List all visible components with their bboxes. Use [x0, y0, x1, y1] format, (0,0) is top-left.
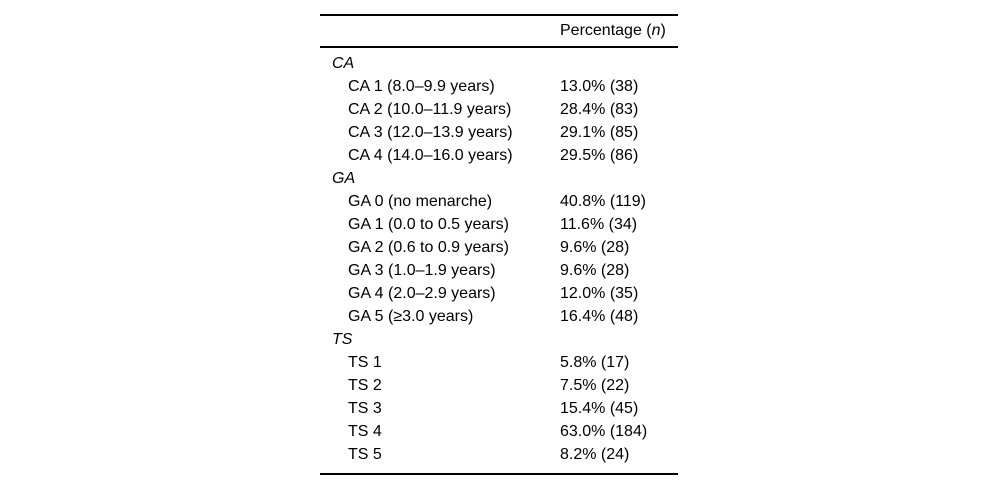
row-value: 29.1% (85): [560, 124, 639, 141]
table-row: TS 1 5.8% (17): [320, 351, 678, 374]
table-row: GA 4 (2.0–2.9 years) 12.0% (35): [320, 282, 678, 305]
table-row: TS 4 63.0% (184): [320, 420, 678, 443]
row-value: 11.6% (34): [560, 216, 638, 233]
row-label: GA 0 (no menarche): [348, 193, 493, 210]
table-row: GA 5 (≥3.0 years) 16.4% (48): [320, 305, 678, 328]
table-row: GA 3 (1.0–1.9 years) 9.6% (28): [320, 259, 678, 282]
table-row: CA 1 (8.0–9.9 years) 13.0% (38): [320, 75, 678, 98]
table-row: GA 0 (no menarche) 40.8% (119): [320, 190, 678, 213]
row-value: 5.8% (17): [560, 354, 630, 371]
section-row-ca: CA: [320, 52, 678, 75]
header-italic-n: n: [651, 21, 661, 39]
table-row: TS 5 8.2% (24): [320, 443, 678, 466]
section-label: GA: [332, 170, 356, 187]
table-bottom-rule: [320, 473, 678, 475]
table-body: CA CA 1 (8.0–9.9 years) 13.0% (38) CA 2 …: [320, 48, 678, 473]
section-row-ga: GA: [320, 167, 678, 190]
row-value: 29.5% (86): [560, 147, 639, 164]
table-row: CA 2 (10.0–11.9 years) 28.4% (83): [320, 98, 678, 121]
row-label: GA 5 (≥3.0 years): [348, 308, 474, 325]
row-label: CA 1 (8.0–9.9 years): [348, 78, 495, 95]
row-value: 9.6% (28): [560, 239, 630, 256]
row-label: CA 2 (10.0–11.9 years): [348, 101, 512, 118]
table-row: CA 3 (12.0–13.9 years) 29.1% (85): [320, 121, 678, 144]
row-label: CA 3 (12.0–13.9 years): [348, 124, 513, 141]
row-value: 40.8% (119): [560, 193, 646, 210]
row-label: GA 1 (0.0 to 0.5 years): [348, 216, 509, 233]
header-text: Percentage (: [560, 21, 652, 39]
section-label: TS: [332, 331, 353, 348]
row-label: GA 3 (1.0–1.9 years): [348, 262, 496, 279]
table-row: CA 4 (14.0–16.0 years) 29.5% (86): [320, 144, 678, 167]
section-row-ts: TS: [320, 328, 678, 351]
row-label: TS 3: [348, 400, 382, 417]
header-close-paren: ): [660, 21, 666, 39]
statistics-table: Percentage (n) CA CA 1 (8.0–9.9 years) 1…: [320, 14, 678, 475]
row-label: TS 1: [348, 354, 382, 371]
table-row: GA 2 (0.6 to 0.9 years) 9.6% (28): [320, 236, 678, 259]
section-label: CA: [332, 55, 355, 72]
table-header-row: Percentage (n): [320, 16, 678, 46]
row-value: 12.0% (35): [560, 285, 639, 302]
row-value: 15.4% (45): [560, 400, 639, 417]
row-value: 8.2% (24): [560, 446, 630, 463]
table-row: GA 1 (0.0 to 0.5 years) 11.6% (34): [320, 213, 678, 236]
table-top-rule: [320, 14, 678, 16]
row-label: TS 2: [348, 377, 382, 394]
table-header-rule: [320, 45, 678, 48]
table-row: TS 2 7.5% (22): [320, 374, 678, 397]
row-label: TS 4: [348, 423, 382, 440]
row-label: CA 4 (14.0–16.0 years): [348, 147, 513, 164]
row-value: 9.6% (28): [560, 262, 630, 279]
table-row: TS 3 15.4% (45): [320, 397, 678, 420]
row-value: 63.0% (184): [560, 423, 648, 440]
row-value: 28.4% (83): [560, 101, 639, 118]
row-value: 13.0% (38): [560, 78, 639, 95]
row-label: TS 5: [348, 446, 382, 463]
column-header-percentage-n: Percentage (n): [560, 16, 666, 46]
row-value: 16.4% (48): [560, 308, 639, 325]
row-value: 7.5% (22): [560, 377, 630, 394]
row-label: GA 2 (0.6 to 0.9 years): [348, 239, 509, 256]
row-label: GA 4 (2.0–2.9 years): [348, 285, 496, 302]
